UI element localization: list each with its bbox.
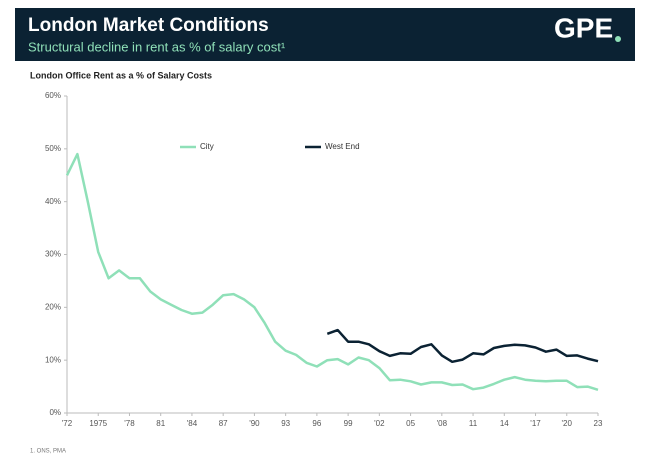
x-tick-label: 1975 [89, 419, 107, 428]
x-tick-label: '78 [124, 419, 135, 428]
y-tick-label: 60% [45, 91, 61, 100]
x-tick-label: 96 [312, 419, 321, 428]
x-tick-label: '02 [374, 419, 385, 428]
y-tick-label: 30% [45, 250, 61, 259]
x-tick-label: '90 [249, 419, 260, 428]
x-tick-label: 23 [594, 419, 603, 428]
legend-label: City [200, 142, 214, 151]
logo-dot [615, 36, 621, 42]
y-tick-label: 10% [45, 355, 61, 364]
header-band [15, 8, 635, 61]
x-tick-label: 93 [281, 419, 290, 428]
x-tick-label: 05 [406, 419, 415, 428]
slide-subtitle: Structural decline in rent as % of salar… [28, 39, 286, 54]
y-tick-label: 50% [45, 144, 61, 153]
footnote: 1. ONS, PMA [30, 449, 66, 455]
x-tick-label: '08 [437, 419, 448, 428]
x-tick-label: 11 [469, 419, 478, 428]
chart-title: London Office Rent as a % of Salary Cost… [30, 70, 212, 80]
logo: GPE [554, 12, 613, 43]
series-line [65, 152, 599, 391]
x-tick-label: '20 [562, 419, 573, 428]
x-tick-label: 99 [344, 419, 353, 428]
x-tick-label: 87 [219, 419, 228, 428]
x-tick-label: '72 [62, 419, 73, 428]
y-tick-label: 0% [49, 408, 61, 417]
legend-label: West End [325, 142, 360, 151]
x-tick-label: '17 [530, 419, 541, 428]
x-tick-label: 14 [500, 419, 509, 428]
y-tick-label: 40% [45, 197, 61, 206]
series-line [326, 328, 599, 364]
x-tick-label: 81 [156, 419, 165, 428]
x-tick-label: '84 [187, 419, 198, 428]
y-tick-label: 20% [45, 302, 61, 311]
slide-title: London Market Conditions [28, 15, 269, 36]
